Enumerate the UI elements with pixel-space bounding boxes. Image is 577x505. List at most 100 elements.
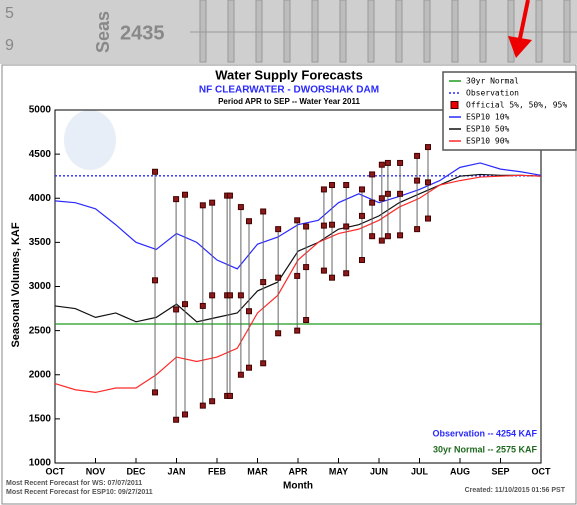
annotation: 30yr Normal -- 2575 KAF	[433, 444, 538, 454]
forecast-marker	[304, 224, 309, 229]
forecast-marker	[426, 145, 431, 150]
forecast-marker	[415, 153, 420, 158]
forecast-marker	[200, 203, 205, 208]
forecast-marker	[359, 187, 364, 192]
forecast-marker	[370, 200, 375, 205]
forecast-marker	[174, 197, 179, 202]
forecast-marker	[370, 172, 375, 177]
forecast-marker	[238, 372, 243, 377]
forecast-marker	[398, 160, 403, 165]
forecast-marker	[321, 268, 326, 273]
forecast-marker	[276, 331, 281, 336]
forecast-marker	[153, 169, 158, 174]
forecast-marker	[330, 222, 335, 227]
forecast-marker	[344, 183, 349, 188]
forecast-marker	[174, 307, 179, 312]
forecast-marker	[330, 183, 335, 188]
legend-label: Official 5%, 50%, 95%	[466, 101, 567, 110]
y-tick-label: 1500	[29, 414, 52, 425]
forecast-marker	[295, 218, 300, 223]
forecast-marker	[398, 191, 403, 196]
y-tick-label: 2000	[29, 369, 52, 380]
annotation: Most Recent Forecast for ESP10: 09/27/20…	[6, 489, 153, 496]
forecast-marker	[359, 258, 364, 263]
forecast-marker	[227, 393, 232, 398]
annotation: Observation -- 4254 KAF	[432, 428, 537, 438]
x-tick-label: JAN	[167, 466, 185, 476]
background-text: 5	[5, 5, 14, 22]
forecast-marker	[295, 273, 300, 278]
y-tick-label: 5000	[29, 105, 52, 116]
chart-title: Water Supply Forecasts	[215, 67, 363, 82]
legend: 30yr Normal Observation Official 5%, 50%, …	[443, 72, 576, 150]
background-text: Seas	[93, 11, 113, 53]
forecast-marker	[153, 278, 158, 283]
x-tick-label: FEB	[208, 466, 227, 476]
forecast-marker	[261, 361, 266, 366]
forecast-marker	[227, 293, 232, 298]
forecast-marker	[304, 318, 309, 323]
forecast-marker	[321, 223, 326, 228]
forecast-marker	[398, 233, 403, 238]
legend-swatch	[451, 102, 458, 109]
forecast-marker	[379, 162, 384, 167]
y-tick-label: 3500	[29, 237, 52, 248]
forecast-marker	[415, 178, 420, 183]
x-tick-label: JUL	[411, 466, 429, 476]
x-tick-label: DEC	[126, 466, 146, 476]
forecast-marker	[295, 328, 300, 333]
chart-subtitle: NF CLEARWATER - DWORSHAK DAM	[199, 85, 379, 96]
x-tick-label: JUN	[370, 466, 388, 476]
y-tick-label: 4500	[29, 149, 52, 160]
forecast-marker	[344, 224, 349, 229]
forecast-marker	[321, 187, 326, 192]
forecast-marker	[426, 180, 431, 185]
x-tick-label: AUG	[450, 466, 470, 476]
x-axis-label: Month	[283, 481, 313, 492]
forecast-marker	[261, 280, 266, 285]
forecast-marker	[379, 238, 384, 243]
forecast-marker	[344, 271, 349, 276]
x-tick-label: MAY	[329, 466, 348, 476]
forecast-marker	[183, 302, 188, 307]
forecast-marker	[385, 160, 390, 165]
x-tick-label: NOV	[86, 466, 106, 476]
forecast-marker	[227, 193, 232, 198]
forecast-marker	[415, 227, 420, 232]
y-axis-label: Seasonal Volumes, KAF	[10, 222, 22, 347]
legend-label: 30yr Normal	[466, 77, 519, 86]
annotation: Created: 11/10/2015 01:56 PST	[465, 487, 566, 494]
forecast-marker	[276, 275, 281, 280]
forecast-marker	[276, 227, 281, 232]
period-label: Period APR to SEP -- Water Year 2011	[218, 97, 360, 106]
forecast-marker	[385, 191, 390, 196]
forecast-marker	[153, 390, 158, 395]
legend-label: ESP10 10%	[466, 113, 510, 122]
forecast-marker	[174, 417, 179, 422]
x-tick-label: OCT	[46, 466, 66, 476]
noaa-logo	[64, 110, 116, 170]
forecast-marker	[359, 213, 364, 218]
y-tick-label: 4000	[29, 193, 52, 204]
forecast-marker	[238, 293, 243, 298]
forecast-marker	[385, 234, 390, 239]
background-text: 2435	[120, 22, 165, 44]
forecast-marker	[426, 216, 431, 221]
forecast-marker	[200, 403, 205, 408]
forecast-marker	[261, 209, 266, 214]
legend-label: Observation	[466, 89, 519, 98]
forecast-marker	[183, 412, 188, 417]
forecast-marker	[210, 200, 215, 205]
x-tick-label: OCT	[532, 466, 552, 476]
forecast-marker	[246, 219, 251, 224]
screenshot: 5 9 Seas 2435 Water Supply Forecasts NF …	[0, 0, 577, 505]
legend-label: ESP10 90%	[466, 137, 510, 146]
forecast-marker	[304, 265, 309, 270]
forecast-marker	[210, 293, 215, 298]
annotation: Most Recent Forecast for WS: 07/07/2011	[6, 480, 142, 487]
y-tick-label: 3000	[29, 281, 52, 292]
forecast-marker	[370, 234, 375, 239]
forecast-marker	[246, 309, 251, 314]
x-tick-label: SEP	[491, 466, 509, 476]
y-tick-label: 2500	[29, 325, 52, 336]
